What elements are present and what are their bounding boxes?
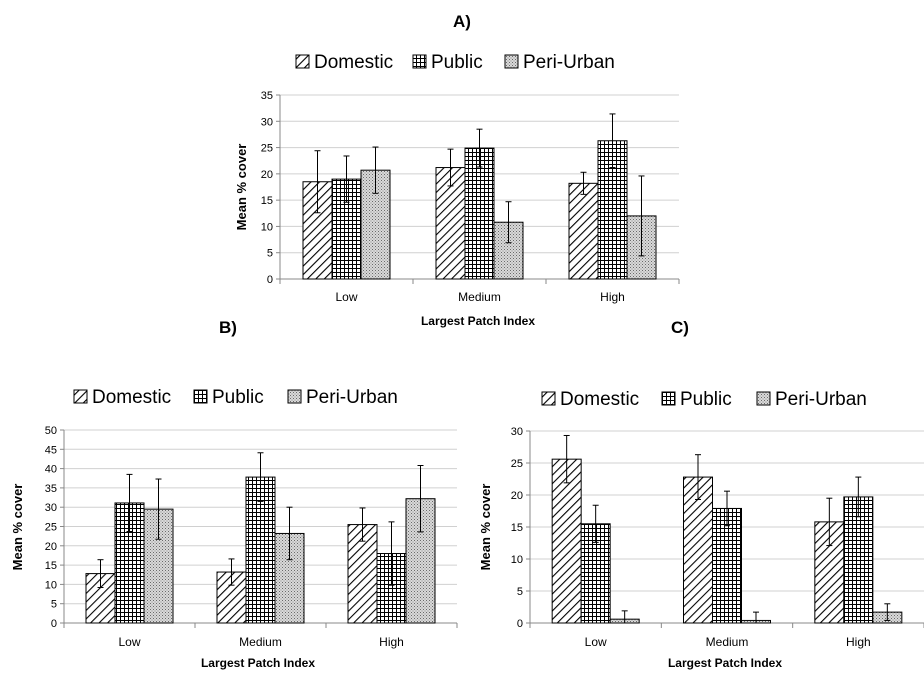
x-tick-label: Low [118,635,140,649]
x-tick-label: Low [585,635,607,649]
legend-label-peri-urban: Peri-Urban [306,387,398,408]
legend-label-public: Public [680,389,732,410]
legend-label-peri-urban: Peri-Urban [775,389,867,410]
y-tick-label: 25 [45,522,57,534]
y-tick-label: 20 [511,490,523,502]
plot-area-c: 0 5 10 15 20 25 30 Low Medium High [511,426,924,649]
x-tick-label: Medium [239,635,282,649]
x-axis-label-c: Largest Patch Index [668,656,782,670]
plot-area-b: 0 5 10 15 20 25 30 35 40 45 50 Low Medium High [45,425,458,649]
y-tick-label: 35 [261,90,273,102]
bar-domestic [551,458,582,624]
y-tick-label: 45 [45,444,57,456]
chart-panel-a: A) Domestic Public Peri-Urban Mean % cov… [234,12,680,328]
x-tick-label: High [846,635,871,649]
legend-a: Domestic Public Peri-Urban [295,52,615,73]
panel-label-a: A) [453,12,471,31]
y-tick-label: 5 [517,586,523,598]
x-tick-label: High [600,290,625,304]
legend-c: Domestic Public Peri-Urban [541,389,867,410]
y-tick-label: 0 [51,618,57,630]
legend-label-public: Public [212,387,264,408]
y-tick-label: 20 [261,169,273,181]
legend-swatch-domestic [295,54,310,69]
y-tick-label: 15 [261,195,273,207]
bar-public [464,147,495,280]
bar-domestic [683,476,713,624]
x-axis-label-b: Largest Patch Index [201,656,315,670]
x-tick-label: Low [335,290,357,304]
bar-public [843,496,874,624]
y-tick-label: 10 [45,579,57,591]
y-tick-label: 0 [267,274,273,286]
y-tick-label: 30 [261,116,273,128]
y-tick-label: 5 [51,599,57,611]
legend-swatch-domestic [73,389,88,404]
y-tick-label: 50 [45,425,57,437]
bar-domestic [568,182,599,280]
legend-swatch-public [661,391,676,406]
plot-area-a: 0 5 10 15 20 25 30 35 Low Medium High [261,90,680,304]
legend-swatch-domestic [541,391,556,406]
legend-label-public: Public [431,52,483,73]
y-tick-label: 30 [45,502,57,514]
chart-panel-c: C) Domestic Public Peri-Urban Mean % cov… [478,318,924,670]
y-axis-label-a: Mean % cover [234,144,249,231]
x-tick-label: Medium [458,290,501,304]
y-tick-label: 20 [45,541,57,553]
panel-label-c: C) [671,318,689,337]
legend-swatch-peri-urban [756,391,771,406]
y-tick-label: 30 [511,426,523,438]
x-tick-label: Medium [706,635,749,649]
y-tick-label: 10 [511,554,523,566]
legend-swatch-public [412,54,427,69]
y-tick-label: 35 [45,483,57,495]
legend-swatch-peri-urban [504,54,519,69]
legend-label-domestic: Domestic [560,389,639,410]
y-tick-label: 40 [45,464,57,476]
chart-panel-b: B) Domestic Public Peri-Urban Mean % cov… [10,318,458,670]
x-tick-label: High [379,635,404,649]
y-tick-label: 15 [45,560,57,572]
panel-label-b: B) [219,318,237,337]
legend-label-domestic: Domestic [314,52,393,73]
x-axis-label-a: Largest Patch Index [421,314,535,328]
y-tick-label: 25 [511,458,523,470]
y-tick-label: 5 [267,248,273,260]
legend-swatch-peri-urban [287,389,302,404]
y-axis-label-c: Mean % cover [478,484,493,571]
y-tick-label: 15 [511,522,523,534]
legend-swatch-public [193,389,208,404]
legend-b: Domestic Public Peri-Urban [73,387,398,408]
legend-label-peri-urban: Peri-Urban [523,52,615,73]
y-tick-label: 0 [517,618,523,630]
y-axis-label-b: Mean % cover [10,484,25,571]
bar-public [376,553,407,624]
y-tick-label: 10 [261,221,273,233]
y-tick-label: 25 [261,143,273,155]
legend-label-domestic: Domestic [92,387,171,408]
